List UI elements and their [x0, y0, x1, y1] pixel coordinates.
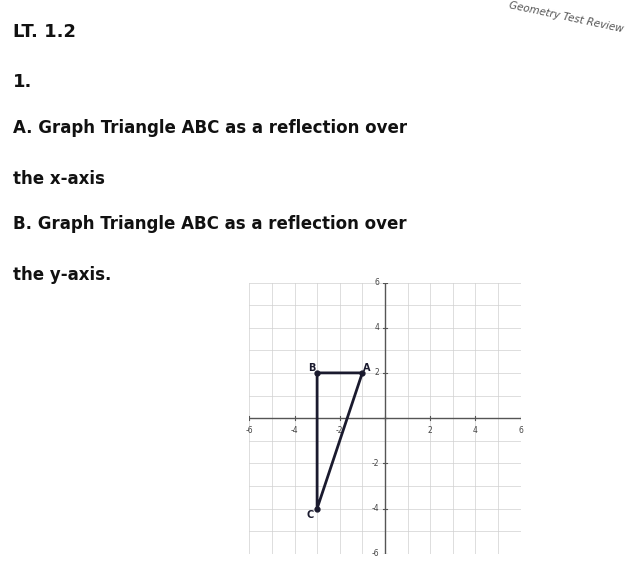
- Text: 1.: 1.: [13, 73, 32, 92]
- Text: 6: 6: [518, 426, 523, 435]
- Text: 4: 4: [473, 426, 478, 435]
- Text: -2: -2: [372, 459, 379, 468]
- Text: -2: -2: [336, 426, 343, 435]
- Text: the y-axis.: the y-axis.: [13, 266, 111, 284]
- Text: LT. 1.2: LT. 1.2: [13, 23, 76, 41]
- Text: C: C: [307, 510, 314, 520]
- Text: -4: -4: [291, 426, 298, 435]
- Text: the x-axis: the x-axis: [13, 170, 105, 188]
- Text: A. Graph Triangle ABC as a reflection over: A. Graph Triangle ABC as a reflection ov…: [13, 119, 407, 137]
- Text: 2: 2: [375, 368, 379, 377]
- Text: 6: 6: [374, 278, 379, 287]
- Text: -6: -6: [245, 426, 253, 435]
- Text: A: A: [363, 363, 370, 373]
- Text: 2: 2: [428, 426, 432, 435]
- Text: Geometry Test Review: Geometry Test Review: [509, 0, 625, 34]
- Text: 4: 4: [374, 323, 379, 332]
- Text: -6: -6: [372, 549, 379, 558]
- Text: -4: -4: [372, 504, 379, 513]
- Text: B: B: [308, 363, 315, 373]
- Text: B. Graph Triangle ABC as a reflection over: B. Graph Triangle ABC as a reflection ov…: [13, 215, 406, 233]
